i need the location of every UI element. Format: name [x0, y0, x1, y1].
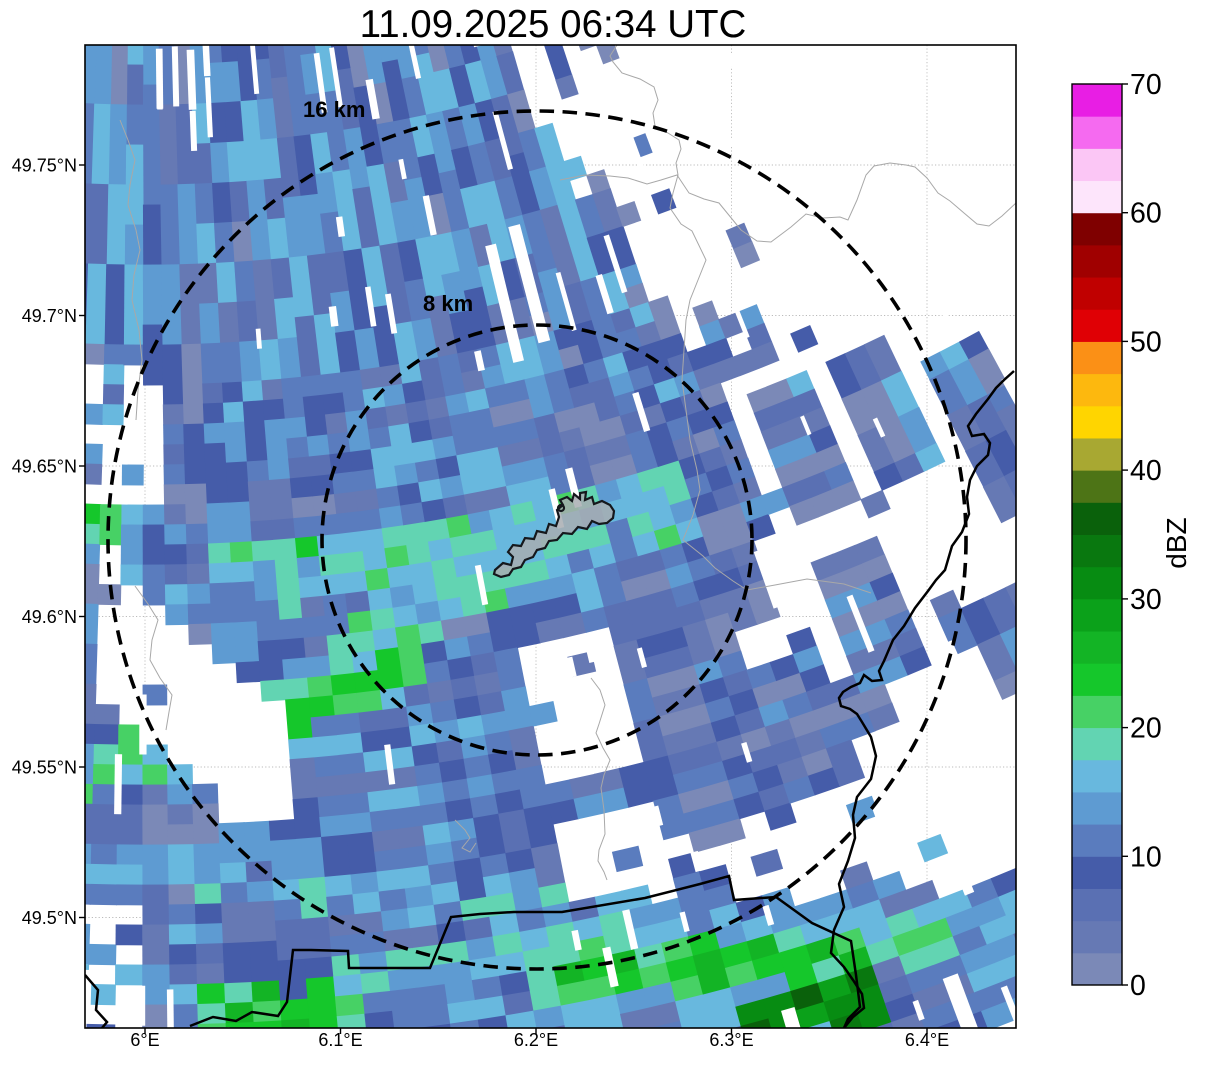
svg-text:49.5°N: 49.5°N	[22, 908, 77, 928]
svg-text:40: 40	[1130, 455, 1162, 487]
svg-text:20: 20	[1130, 713, 1162, 745]
svg-text:6.4°E: 6.4°E	[905, 1030, 949, 1050]
svg-text:10: 10	[1130, 841, 1162, 873]
svg-text:60: 60	[1130, 198, 1162, 230]
svg-text:6.3°E: 6.3°E	[709, 1030, 753, 1050]
svg-text:8 km: 8 km	[423, 291, 473, 316]
svg-text:11.09.2025 06:34 UTC: 11.09.2025 06:34 UTC	[360, 3, 747, 46]
svg-text:50: 50	[1130, 326, 1162, 358]
svg-text:0: 0	[1130, 970, 1146, 1002]
svg-text:dBZ: dBZ	[1161, 517, 1192, 568]
svg-text:6°E: 6°E	[130, 1030, 159, 1050]
svg-text:6.1°E: 6.1°E	[318, 1030, 362, 1050]
svg-text:49.75°N: 49.75°N	[12, 156, 77, 176]
svg-text:6.2°E: 6.2°E	[514, 1030, 558, 1050]
svg-text:30: 30	[1130, 584, 1162, 616]
svg-text:70: 70	[1130, 69, 1162, 101]
svg-text:49.65°N: 49.65°N	[12, 457, 77, 477]
svg-text:49.7°N: 49.7°N	[22, 306, 77, 326]
svg-text:16 km: 16 km	[303, 97, 365, 122]
svg-text:49.55°N: 49.55°N	[12, 758, 77, 778]
svg-text:49.6°N: 49.6°N	[22, 607, 77, 627]
